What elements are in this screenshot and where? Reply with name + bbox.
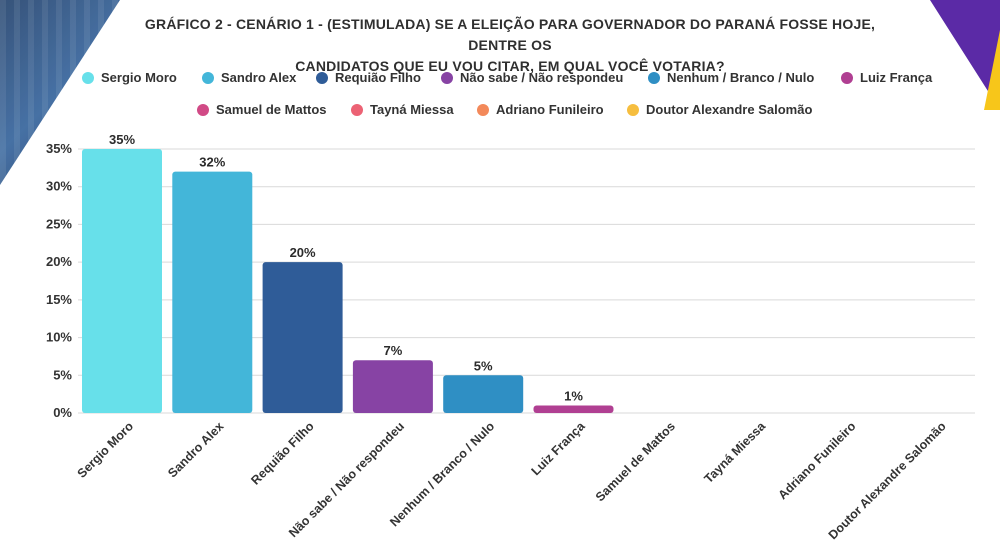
legend-item-requiao-filho[interactable]: Requião Filho [316,70,421,85]
data-label: 5% [474,358,493,373]
legend-label: Sandro Alex [221,70,297,85]
bar [533,405,614,413]
x-tick-label: Luiz França [529,418,589,478]
legend-item-luiz-franca[interactable]: Luiz França [841,70,932,85]
x-tick-label: Requião Filho [248,419,317,488]
legend-swatch [441,71,453,84]
bar [262,262,343,413]
x-tick-label: Sergio Moro [75,419,137,481]
legend-swatch [82,71,94,84]
legend-swatch [477,103,489,116]
legend-label: Não sabe / Não respondeu [460,70,624,85]
legend-item-tayna-miessa[interactable]: Tayná Miessa [351,102,454,117]
legend-item-sergio-moro[interactable]: Sergio Moro [82,70,177,85]
legend-item-samuel-de-mattos[interactable]: Samuel de Mattos [197,102,327,117]
legend-label: Samuel de Mattos [216,102,327,117]
legend-label: Tayná Miessa [370,102,454,117]
y-tick-label: 10% [46,330,72,345]
x-tick-label: Nenhum / Branco / Nulo [387,419,497,529]
y-tick-label: 25% [46,216,72,231]
data-label: 1% [564,388,583,403]
data-label: 20% [290,245,316,260]
bar [443,375,524,413]
legend-item-nao-sabe[interactable]: Não sabe / Não respondeu [441,70,623,85]
legend-item-doutor-alexandre-salomao[interactable]: Doutor Alexandre Salomão [627,102,812,117]
y-tick-label: 15% [46,292,72,307]
y-tick-label: 0% [53,405,72,420]
legend-item-nenhum-branco-nulo[interactable]: Nenhum / Branco / Nulo [648,70,814,85]
x-tick-label: Tayná Miessa [701,418,768,485]
legend-swatch [627,103,639,116]
bar [82,149,162,413]
legend-label: Luiz França [860,70,933,85]
y-tick-label: 30% [46,179,72,194]
legend-label: Nenhum / Branco / Nulo [667,70,815,85]
legend-label: Adriano Funileiro [496,102,604,117]
y-tick-label: 35% [46,141,72,156]
chart-title: GRÁFICO 2 - CENÁRIO 1 - (ESTIMULADA) SE … [130,14,890,77]
legend-swatch [197,103,209,116]
data-label: 7% [384,343,403,358]
y-tick-label: 5% [53,367,72,382]
bar [352,360,433,413]
y-tick-label: 20% [46,254,72,269]
legend-label: Requião Filho [335,70,421,85]
chart-title-line-2: CANDIDATOS QUE EU VOU CITAR, EM QUAL VOC… [295,58,725,74]
bar [172,171,253,413]
legend-swatch [648,71,660,84]
legend-swatch [202,71,214,84]
x-tick-label: Sandro Alex [165,419,226,480]
legend-item-adriano-funileiro[interactable]: Adriano Funileiro [477,102,604,117]
legend-swatch [351,103,363,116]
x-tick-label: Samuel de Mattos [593,419,678,504]
legend-item-sandro-alex[interactable]: Sandro Alex [202,70,296,85]
chart-title-line-1: GRÁFICO 2 - CENÁRIO 1 - (ESTIMULADA) SE … [144,16,876,53]
legend-swatch [841,71,853,84]
x-tick-label: Adriano Funileiro [775,419,858,502]
data-label: 35% [109,132,135,147]
legend-label: Doutor Alexandre Salomão [646,102,813,117]
legend-label: Sergio Moro [101,70,177,85]
data-label: 32% [199,155,225,170]
legend-swatch [316,71,328,84]
